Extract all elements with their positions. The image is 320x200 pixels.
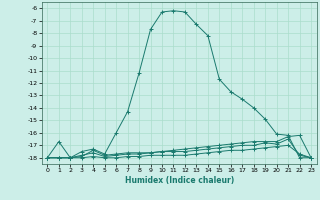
X-axis label: Humidex (Indice chaleur): Humidex (Indice chaleur)	[124, 176, 234, 185]
